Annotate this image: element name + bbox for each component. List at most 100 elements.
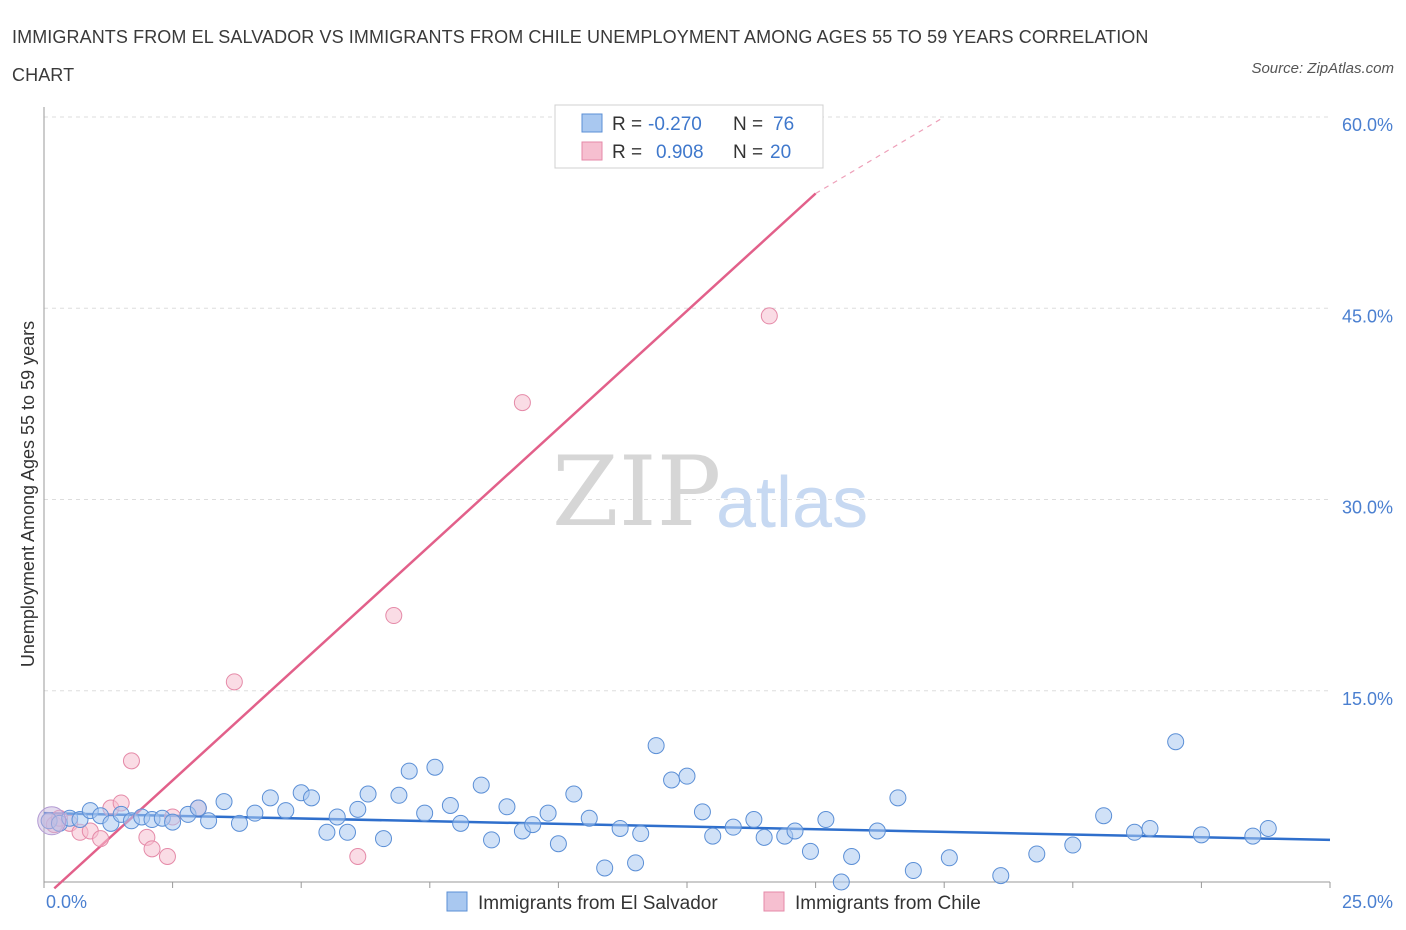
chile-point <box>225 673 243 691</box>
overlap-point <box>37 806 67 836</box>
el-salvador-point <box>868 822 886 840</box>
el-salvador-point <box>1095 807 1113 825</box>
grid-lines <box>44 116 1330 692</box>
el-salvador-point <box>215 793 233 811</box>
x-tick-label-min: 0.0% <box>46 892 87 912</box>
el-salvador-point <box>416 804 434 822</box>
el-salvador-point <box>940 849 958 867</box>
el-salvador-point <box>1244 827 1262 845</box>
el-salvador-point <box>904 862 922 880</box>
chart-source: Source: ZipAtlas.com <box>1251 60 1394 77</box>
watermark-atlas: atlas <box>716 463 868 543</box>
el-salvador-point <box>663 771 681 789</box>
chile-point <box>143 840 161 858</box>
chile-trend-line <box>53 192 817 890</box>
el-salvador-point <box>349 800 367 818</box>
el-salvador-point <box>693 803 711 821</box>
legend-n-value-2: 20 <box>770 142 791 163</box>
el-salvador-point <box>1064 836 1082 854</box>
el-salvador-point <box>498 798 516 816</box>
y-tick-label: 15.0% <box>1342 689 1393 709</box>
el-salvador-point <box>452 814 470 832</box>
chile-point <box>92 830 110 848</box>
legend-n-label-2: N = <box>733 142 763 163</box>
el-salvador-point <box>483 831 501 849</box>
y-tick-label: 30.0% <box>1342 498 1393 518</box>
el-salvador-point <box>277 802 295 820</box>
el-salvador-point <box>189 799 207 817</box>
el-salvador-point <box>1126 823 1144 841</box>
el-salvador-point <box>843 848 861 865</box>
el-salvador-point <box>261 789 279 807</box>
el-salvador-point <box>539 804 557 822</box>
el-salvador-point <box>390 786 408 804</box>
el-salvador-point <box>549 835 567 853</box>
series-legend: Immigrants from El Salvador Immigrants f… <box>446 891 981 914</box>
el-salvador-point <box>832 873 850 891</box>
el-salvador-point <box>1028 845 1046 863</box>
el-salvador-point <box>745 811 763 829</box>
el-salvador-point <box>524 816 542 834</box>
y-axis-label: Unemployment Among Ages 55 to 59 years <box>18 321 38 667</box>
el-salvador-point <box>565 785 583 803</box>
el-salvador-points <box>37 733 1277 891</box>
el-salvador-point <box>596 859 614 877</box>
el-salvador-point <box>302 789 320 807</box>
el-salvador-point <box>472 776 490 794</box>
el-salvador-point <box>359 785 377 803</box>
legend-swatch-chile <box>581 141 603 161</box>
legend-n-label-1: N = <box>733 114 763 135</box>
bottom-legend-swatch-el-salvador <box>446 891 468 912</box>
legend-r-value-2: 0.908 <box>656 142 704 163</box>
x-tick-label-max: 25.0% <box>1342 892 1393 912</box>
chile-point <box>158 848 176 865</box>
el-salvador-point <box>246 804 264 822</box>
el-salvador-point <box>1259 819 1277 837</box>
el-salvador-point <box>611 819 629 837</box>
el-salvador-point <box>328 808 346 826</box>
el-salvador-point <box>164 813 182 831</box>
el-salvador-point <box>230 814 248 832</box>
chart-title: IMMIGRANTS FROM EL SALVADOR VS IMMIGRANT… <box>12 27 1149 85</box>
el-salvador-point <box>755 828 773 846</box>
y-tick-label: 45.0% <box>1342 306 1393 326</box>
chile-trend-extension <box>815 116 945 195</box>
el-salvador-point <box>786 822 804 840</box>
el-salvador-point <box>1141 819 1159 837</box>
legend-swatch-el-salvador <box>581 113 603 133</box>
bottom-legend-swatch-chile <box>763 891 785 912</box>
legend-r-label-2: R = <box>612 142 642 163</box>
el-salvador-point <box>200 812 218 830</box>
bottom-legend-chile: Immigrants from Chile <box>795 893 981 914</box>
el-salvador-point <box>318 823 336 841</box>
el-salvador-point <box>580 809 598 827</box>
el-salvador-point <box>627 854 645 872</box>
chile-point <box>513 394 531 412</box>
y-tick-labels: 15.0% 30.0% 45.0% 60.0% <box>1342 115 1393 709</box>
x-tick-labels: 0.0% 25.0% <box>46 892 1393 912</box>
el-salvador-point <box>632 825 650 843</box>
el-salvador-point <box>441 797 459 814</box>
chile-point <box>122 752 140 770</box>
y-tick-label: 60.0% <box>1342 115 1393 135</box>
el-salvador-point <box>647 737 665 755</box>
el-salvador-point <box>1192 826 1210 844</box>
el-salvador-point <box>704 827 722 845</box>
el-salvador-point <box>724 818 742 836</box>
el-salvador-point <box>817 811 835 829</box>
el-salvador-point <box>678 767 696 785</box>
chile-point <box>760 307 778 325</box>
chile-point <box>349 848 367 865</box>
el-salvador-point <box>1167 733 1185 751</box>
el-salvador-point <box>338 823 356 841</box>
el-salvador-point <box>801 842 819 860</box>
el-salvador-point <box>400 762 418 780</box>
legend-n-value-1: 76 <box>773 114 794 135</box>
legend-r-label-1: R = <box>612 114 642 135</box>
legend-r-value-1: -0.270 <box>648 114 702 135</box>
el-salvador-point <box>426 758 444 776</box>
el-salvador-point <box>889 789 907 807</box>
chile-point <box>385 607 403 625</box>
axes <box>43 107 1331 888</box>
